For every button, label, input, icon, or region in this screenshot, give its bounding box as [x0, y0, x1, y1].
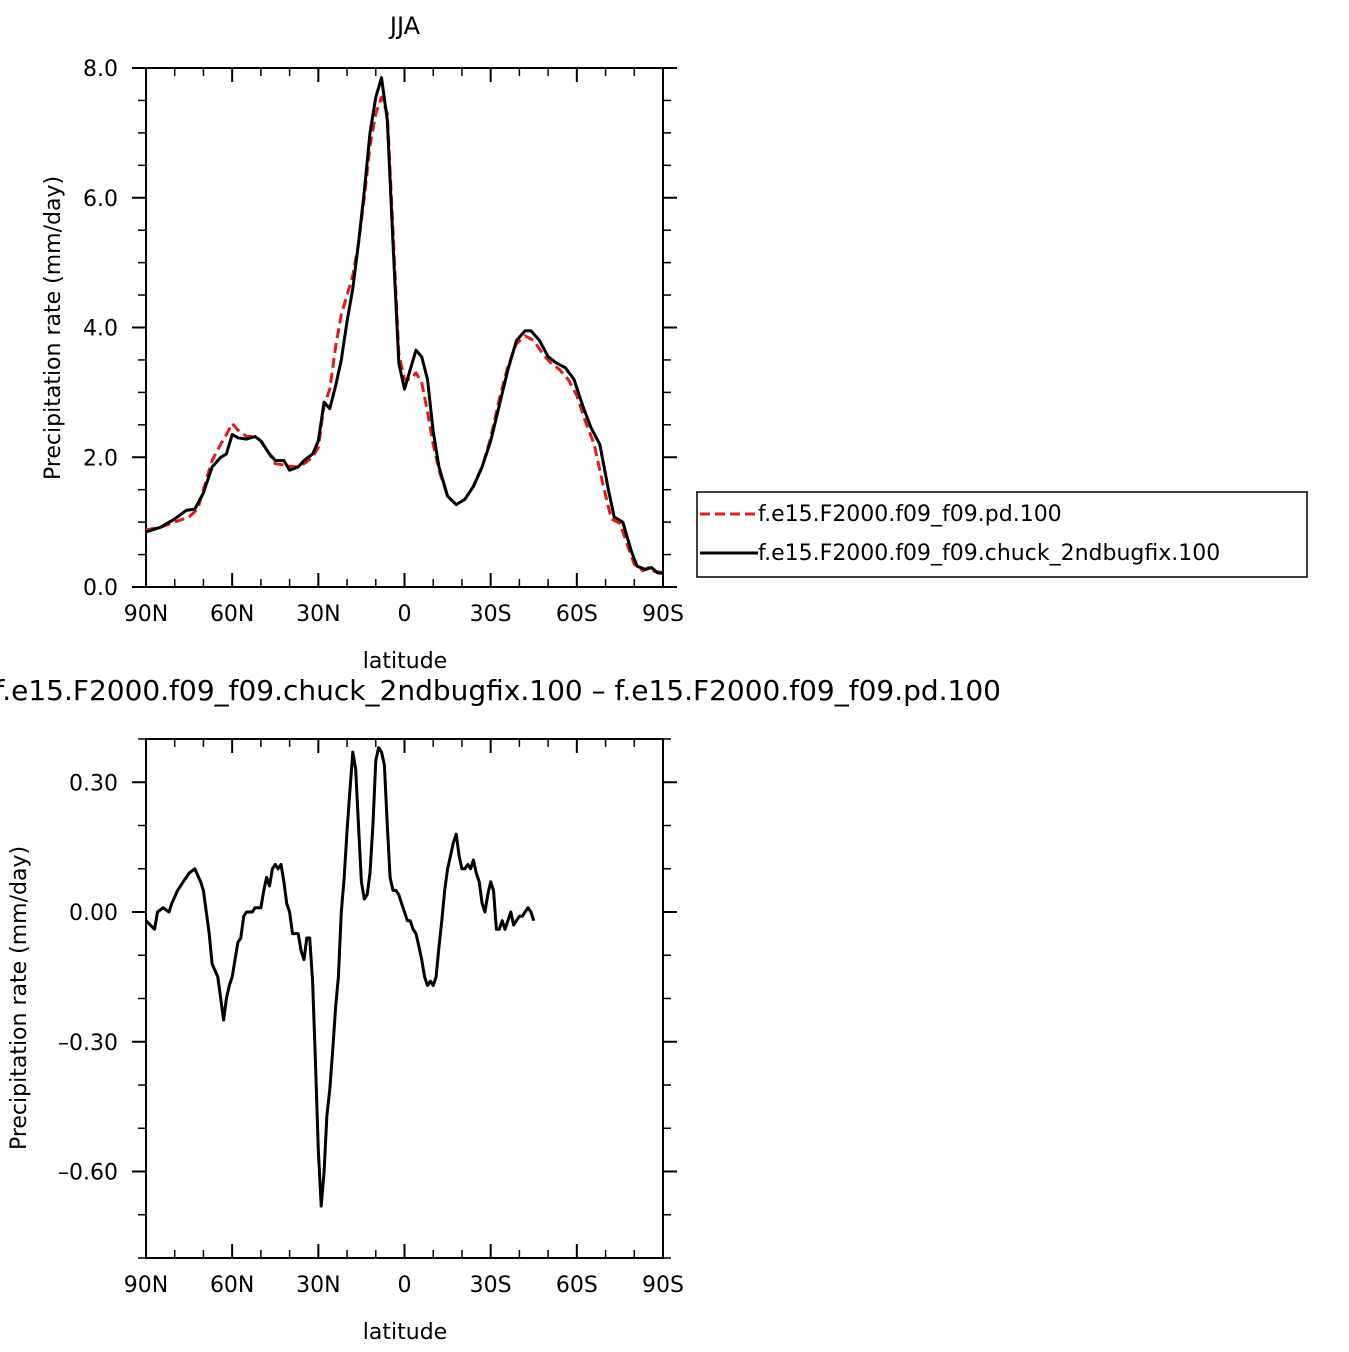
chart-title: JJA	[388, 12, 421, 40]
series-line	[145, 76, 664, 575]
y-tick-label: 0.00	[69, 901, 118, 926]
precipitation-panel: JJA 90N 60N 30N 0 30S 60S 90S 0.0 2.0 4.0 6.0 8.0 l…	[41, 12, 684, 674]
legend-label-chuck: f.e15.F2000.f09_f09.chuck_2ndbugfix.100	[758, 541, 1220, 566]
x-tick-label: 30S	[470, 1273, 512, 1298]
y-tick-label: 0.0	[83, 576, 118, 601]
y-tick-label: 2.0	[83, 446, 118, 471]
y-tick-label: –0.30	[58, 1031, 118, 1056]
y-axis-label: Precipitation rate (mm/day)	[7, 846, 32, 1150]
y-tick-label: 8.0	[83, 57, 118, 82]
difference-panel: f.e15.F2000.f09_f09.chuck_2ndbugfix.100 …	[0, 674, 1001, 1345]
y-axis-label: Precipitation rate (mm/day)	[41, 176, 66, 480]
y-tick-label: –0.60	[58, 1161, 118, 1186]
plot-frame	[145, 67, 664, 588]
y-tick-label: 4.0	[83, 317, 118, 342]
x-tick-label: 90N	[124, 1273, 168, 1298]
y-tick-label: 6.0	[83, 187, 118, 212]
legend: f.e15.F2000.f09_f09.pd.100 f.e15.F2000.f…	[696, 491, 1308, 578]
series-line	[144, 746, 536, 1208]
x-tick-label: 60S	[556, 602, 598, 627]
x-tick-label: 30S	[470, 602, 512, 627]
difference-title: f.e15.F2000.f09_f09.chuck_2ndbugfix.100 …	[0, 674, 1001, 707]
series-line	[145, 95, 664, 575]
x-tick-label: 0	[398, 602, 412, 627]
x-axis-label: latitude	[363, 649, 447, 674]
x-tick-label: 60N	[210, 1273, 254, 1298]
plot-frame	[145, 738, 664, 1259]
x-axis-label: latitude	[363, 1320, 447, 1345]
legend-box	[696, 491, 1308, 578]
legend-label-pd: f.e15.F2000.f09_f09.pd.100	[758, 502, 1062, 527]
x-tick-label: 90S	[642, 602, 684, 627]
x-tick-label: 30N	[296, 602, 340, 627]
x-tick-label: 90N	[124, 602, 168, 627]
x-tick-label: 0	[398, 1273, 412, 1298]
x-tick-label: 90S	[642, 1273, 684, 1298]
x-tick-label: 60N	[210, 602, 254, 627]
x-tick-label: 30N	[296, 1273, 340, 1298]
y-tick-label: 0.30	[69, 771, 118, 796]
x-tick-label: 60S	[556, 1273, 598, 1298]
